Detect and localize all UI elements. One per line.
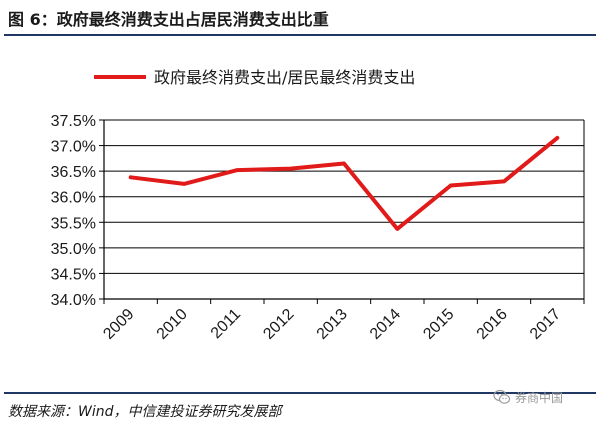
y-tick-label: 34.5%	[51, 266, 96, 283]
x-axis-ticks: 2009 2010 2011 2012 2013 2014 2015 2016 2017	[100, 306, 564, 343]
series-line	[128, 135, 560, 231]
x-tick-label: 2012	[260, 306, 297, 343]
y-tick-label: 36.5%	[51, 164, 96, 181]
x-tick-label: 2011	[208, 306, 244, 342]
title-divider	[4, 34, 596, 36]
x-tick-label: 2010	[154, 306, 191, 343]
axes	[99, 119, 585, 304]
legend-label: 政府最终消费支出/居民最终消费支出	[154, 68, 415, 87]
wechat-icon	[493, 389, 511, 404]
line-chart: 政府最终消费支出/居民最终消费支出 34.0% 34.5% 35.0% 35.5% 36…	[51, 68, 585, 343]
x-tick-label: 2009	[100, 306, 137, 343]
x-tick-label: 2015	[420, 306, 457, 343]
watermark: 券商中国	[493, 388, 563, 406]
y-tick-label: 37.5%	[51, 113, 96, 130]
x-tick-label: 2014	[367, 306, 404, 343]
y-tick-label: 35.5%	[51, 215, 96, 232]
x-tick-label: 2013	[314, 306, 351, 343]
y-tick-label: 36.0%	[51, 190, 96, 207]
chart-legend: 政府最终消费支出/居民最终消费支出	[94, 68, 415, 87]
y-tick-label: 37.0%	[51, 139, 96, 156]
figure-title: 图 6：政府最终消费支出占居民消费支出比重	[8, 10, 329, 29]
watermark-text: 券商中国	[515, 390, 564, 405]
series-group	[128, 135, 560, 231]
source-note: 数据来源：Wind，中信建投证券研究发展部	[8, 404, 282, 420]
y-tick-label: 35.0%	[51, 241, 96, 258]
y-axis-ticks: 34.0% 34.5% 35.0% 35.5% 36.0% 36.5% 37.0% 37.5%	[51, 113, 96, 309]
footer-divider	[4, 392, 596, 394]
x-tick-label: 2016	[474, 306, 511, 343]
grid-lines	[104, 119, 584, 300]
y-tick-label: 34.0%	[51, 292, 96, 309]
x-tick-label: 2017	[527, 306, 564, 343]
